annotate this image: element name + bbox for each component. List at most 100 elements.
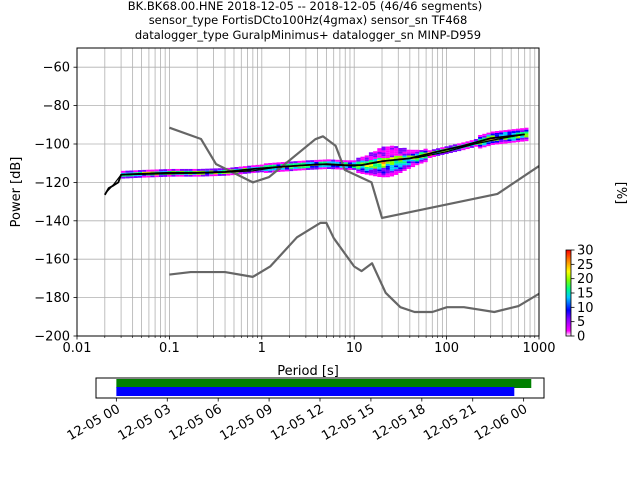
density-cell [268, 162, 273, 165]
density-cell [452, 144, 458, 147]
density-cell [385, 163, 390, 166]
density-cell [175, 170, 180, 173]
density-cell [364, 166, 369, 169]
density-cell [373, 151, 378, 154]
density-cell [452, 150, 458, 153]
density-cell [385, 165, 390, 168]
density-cell [196, 170, 201, 173]
density-cell [444, 152, 449, 154]
density-cell [406, 165, 411, 168]
density-cell [331, 167, 336, 170]
density-cell [389, 151, 395, 154]
density-cell [385, 152, 390, 155]
density-cell [398, 163, 403, 166]
density-cell [389, 157, 395, 160]
density-cell [255, 164, 260, 167]
density-cell [163, 169, 168, 172]
density-cell [406, 149, 411, 152]
density-cell [398, 153, 403, 156]
density-cell [335, 165, 340, 168]
density-cell [381, 146, 386, 149]
density-cell [368, 169, 374, 172]
density-cell [423, 150, 428, 153]
density-cell [373, 170, 378, 173]
density-cell [377, 175, 382, 177]
density-cell [347, 166, 353, 169]
density-cell [499, 130, 504, 133]
density-cell [373, 162, 378, 165]
colorbar-label: [%] [613, 182, 628, 205]
density-cell [419, 161, 424, 164]
density-cell [226, 171, 231, 174]
density-cell [431, 149, 437, 152]
density-cell [360, 168, 365, 171]
density-cell [419, 151, 424, 154]
density-cell [318, 159, 323, 162]
density-cell [352, 160, 357, 163]
density-cell [360, 158, 365, 161]
density-cell [188, 168, 193, 171]
colorbar-tick-label: 25 [577, 258, 594, 273]
density-cell [389, 174, 395, 177]
density-cell [394, 165, 399, 168]
colorbar-tick-label: 30 [577, 244, 594, 259]
density-cell [293, 168, 298, 171]
density-cell [503, 137, 508, 140]
density-cell [171, 174, 176, 177]
density-cell [478, 146, 483, 149]
density-cell [305, 162, 311, 165]
density-cell [478, 134, 483, 137]
density-cell [272, 164, 277, 167]
density-cell [360, 162, 365, 165]
density-cell [377, 167, 382, 170]
density-cell [385, 158, 390, 160]
density-cell [524, 133, 529, 136]
density-cell [524, 137, 529, 140]
density-cell [301, 162, 306, 165]
density-cell [415, 161, 420, 164]
density-cell [389, 168, 395, 171]
density-cell [247, 171, 252, 174]
density-cell [284, 167, 290, 170]
timeline-tick-label: 12-05 12 [268, 402, 326, 444]
density-cell [499, 138, 504, 141]
density-cell [406, 161, 411, 164]
density-cell [364, 161, 369, 164]
density-cells [121, 127, 529, 179]
density-cell [394, 169, 399, 172]
density-cell [268, 164, 273, 167]
density-cell [373, 157, 378, 159]
density-cell [263, 170, 269, 173]
density-cell [377, 153, 382, 156]
y-tick-label: −60 [43, 61, 70, 76]
density-cell [179, 168, 185, 171]
density-cell [389, 164, 395, 167]
density-cell [515, 132, 521, 135]
density-cell [251, 171, 256, 173]
density-cell [310, 160, 315, 163]
density-cell [394, 171, 399, 174]
y-axis-ticks: −200 −180 −160 −140 −120 −100 −80 −60 [34, 61, 77, 345]
density-cell [322, 161, 327, 164]
density-cell [221, 173, 227, 176]
density-cell [423, 158, 428, 161]
timeline-tick-label: 12-05 18 [370, 402, 428, 444]
density-cell [406, 155, 411, 158]
density-cell [389, 162, 395, 165]
density-cell [255, 170, 260, 173]
density-cell [385, 150, 390, 153]
colorbar-tick-label: 0 [577, 330, 585, 345]
density-cell [503, 133, 508, 136]
density-cell [343, 165, 348, 168]
density-cell [263, 165, 269, 168]
density-cell [310, 162, 315, 164]
density-cell [179, 174, 185, 177]
density-cell [129, 176, 134, 179]
density-cell [385, 173, 390, 176]
density-cell [482, 145, 487, 148]
density-cell [272, 162, 277, 165]
density-cell [276, 170, 281, 172]
density-cell [356, 167, 361, 170]
density-cell [360, 166, 365, 169]
density-cell [406, 166, 411, 169]
